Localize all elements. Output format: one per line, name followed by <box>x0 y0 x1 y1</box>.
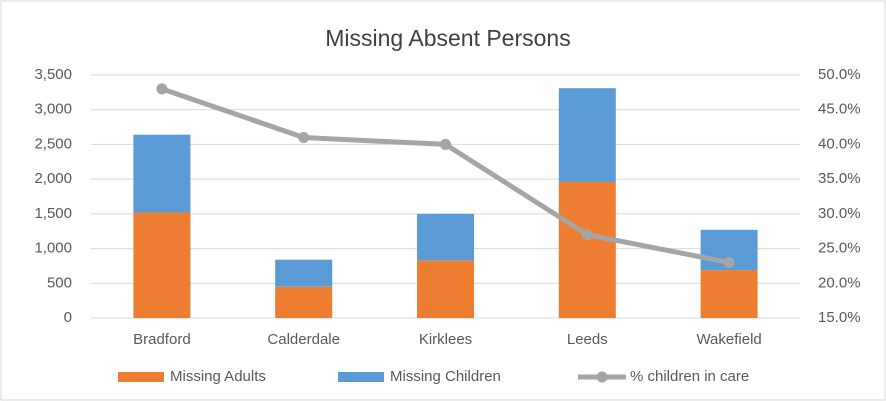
line-marker <box>581 229 593 241</box>
y2-tick-label: 50.0% <box>818 66 861 83</box>
y-tick-label: 2,000 <box>34 170 72 187</box>
y2-tick-label: 15.0% <box>818 309 861 326</box>
y2-tick-label: 20.0% <box>818 274 861 291</box>
y-tick-label: 1,500 <box>34 205 72 222</box>
legend-label: % children in care <box>630 368 749 385</box>
bar <box>558 88 616 182</box>
x-tick-label: Calderdale <box>267 331 340 348</box>
line-marker <box>440 138 451 150</box>
bar <box>417 260 474 318</box>
y-tick-label: 3,500 <box>34 66 72 83</box>
x-tick-label: Leeds <box>567 331 608 348</box>
y-tick-label: 500 <box>47 274 72 291</box>
legend-swatch <box>596 371 608 383</box>
y-tick-label: 0 <box>64 309 72 326</box>
legend-label: Missing Children <box>390 368 501 385</box>
y2-tick-label: 30.0% <box>818 205 861 222</box>
bar <box>275 286 333 318</box>
line-marker <box>156 83 168 95</box>
line-marker <box>298 131 310 143</box>
bar <box>133 212 191 318</box>
x-tick-label: Wakefield <box>696 331 761 348</box>
y-tick-label: 3,000 <box>34 101 72 118</box>
y2-tick-label: 45.0% <box>818 101 861 118</box>
chart-title: Missing Absent Persons <box>325 25 570 51</box>
y-tick-label: 2,500 <box>34 135 72 152</box>
bar <box>275 259 333 287</box>
bar <box>700 270 758 318</box>
bar <box>558 181 616 318</box>
y2-tick-label: 40.0% <box>818 135 861 152</box>
x-tick-label: Kirklees <box>419 331 472 348</box>
y2-tick-label: 25.0% <box>818 240 861 257</box>
bar <box>133 134 191 213</box>
legend-swatch <box>118 372 164 382</box>
legend-swatch <box>338 372 384 382</box>
line-marker <box>723 256 735 268</box>
y-tick-label: 1,000 <box>34 240 72 257</box>
y2-tick-label: 35.0% <box>818 170 861 187</box>
legend-label: Missing Adults <box>170 368 266 385</box>
x-tick-label: Bradford <box>133 331 191 348</box>
bar <box>417 213 474 261</box>
